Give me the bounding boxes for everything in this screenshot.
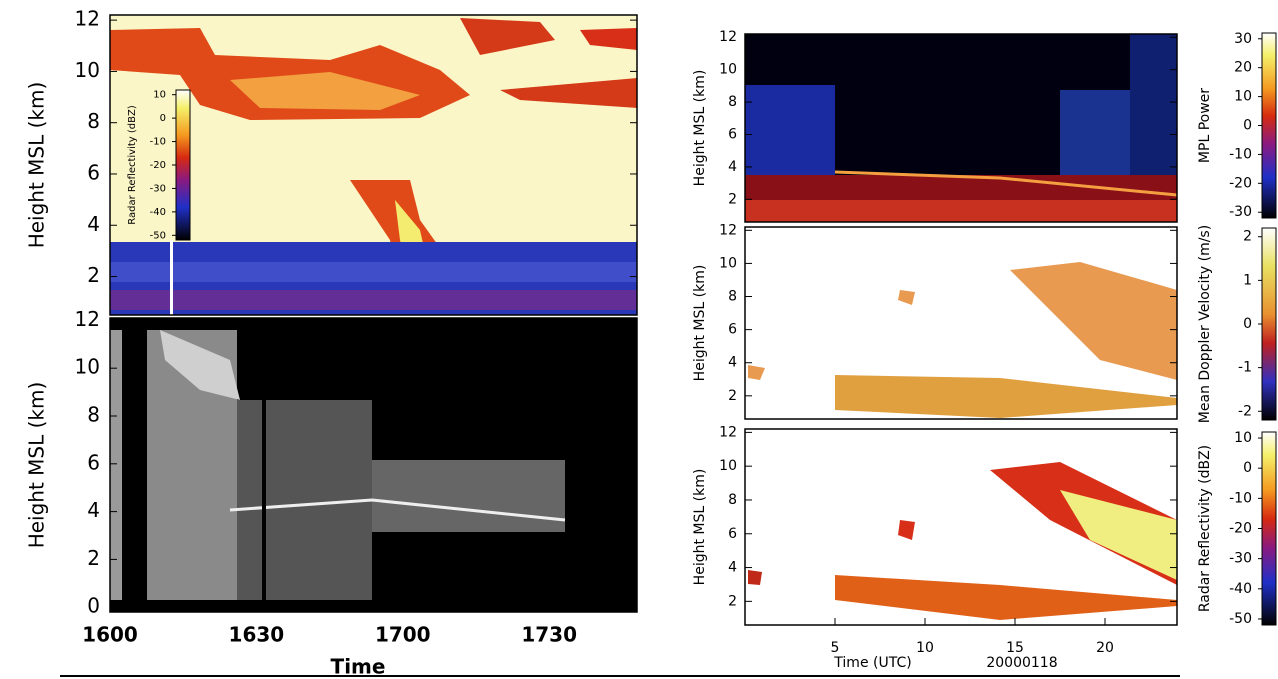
y-tick-label: 2 [728,388,737,404]
colorbar-label: Radar Reflectivity (dBZ) [1197,445,1213,612]
colorbar-label: Radar Reflectivity (dBZ) [127,105,138,225]
colorbar-tick-label: 10 [153,90,166,101]
colorbar-tick-label: -40 [1229,581,1252,597]
y-tick-label: 12 [75,307,100,331]
x-tick-label: 1630 [229,623,285,647]
y-tick-label: 2 [87,263,100,287]
colorbar-tick-label: -20 [1229,175,1252,191]
x-tick-label: 15 [1006,640,1024,656]
colorbar [1261,32,1277,219]
y-tick-label: 10 [75,355,100,379]
plot-frame [744,428,1178,626]
left-clip: 1600 1630 1700 1730 1800 [82,605,724,647]
y-tick-label: 12 [75,7,100,31]
colorbar-tick-label: -50 [1229,611,1252,627]
reflectivity-image [745,429,1177,625]
y-tick-label: 4 [87,212,100,236]
y-axis-label: Height MSL (km) [692,70,708,187]
colorbar-tick-label: 10 [1234,430,1252,446]
y-tick-label: 8 [87,403,100,427]
y-axis-label: Height MSL (km) [25,382,49,549]
colorbar-tick-label: 0 [1243,460,1252,476]
colorbar-tick-label: 0 [160,113,166,124]
y-tick-label: 10 [75,58,100,82]
y-tick-label: 10 [719,255,737,271]
x-tick-label: 5 [831,640,840,656]
colorbar [175,89,191,241]
colorbar-tick-label: -30 [150,183,166,194]
y-tick-label: 6 [728,526,737,542]
y-tick-label: 12 [719,222,737,238]
y-tick-label: 6 [728,126,737,142]
y-tick-label: 12 [719,424,737,440]
y-tick-label: 8 [728,94,737,110]
colorbar-tick-label: 2 [1243,229,1252,245]
y-tick-label: 2 [728,191,737,207]
radar-image [110,15,637,315]
colorbar-tick-label: -10 [1229,490,1252,506]
y-tick-label: 2 [87,546,100,570]
colorbar-label: Mean Doppler Velocity (m/s) [1197,225,1213,423]
y-tick-label: 4 [87,498,100,522]
y-tick-label: 8 [87,109,100,133]
x-tick-label: 20 [1096,640,1114,656]
y-tick-label: 4 [728,355,737,371]
colorbar-tick-label: 1 [1243,272,1252,288]
y-tick-label: 2 [728,593,737,609]
y-tick-label: 8 [728,289,737,305]
colorbar-tick-label: -2 [1238,403,1252,419]
colorbar-tick-label: -20 [1229,521,1252,537]
colorbar-tick-label: -20 [150,160,166,171]
y-tick-label: 4 [728,560,737,576]
colorbar-tick-label: 10 [1234,89,1252,105]
y-axis-label: Height MSL (km) [692,265,708,382]
x-tick-label: 1800 [668,623,724,647]
colorbar-tick-label: -10 [150,137,166,148]
x-tick-label: 1700 [375,623,431,647]
colorbar-tick-label: -10 [1229,146,1252,162]
y-tick-label: 12 [719,29,737,45]
lidar-image [110,318,637,612]
y-tick-label: 10 [719,62,737,78]
y-tick-label: 0 [87,594,100,618]
y-tick-label: 6 [87,450,100,474]
colorbar-label: MPL Power [1197,88,1213,163]
y-tick-label: 10 [719,458,737,474]
colorbar [1261,227,1277,421]
colorbar-tick-label: -30 [1229,551,1252,567]
colorbar-tick-label: -1 [1238,360,1252,376]
colorbar-tick-label: 0 [1243,118,1252,134]
plot-frame [109,317,638,613]
y-axis-label: Height MSL (km) [25,82,49,249]
x-axis-label: Time [331,655,386,679]
x-tick-label: 1600 [82,623,138,647]
colorbar [1261,431,1277,626]
colorbar-tick-label: -50 [150,230,166,241]
colorbar-tick-label: -40 [150,207,166,218]
x-axis-label: Time (UTC) [833,655,911,671]
y-axis-label: Height MSL (km) [692,469,708,586]
colorbar-tick-label: 0 [1243,316,1252,332]
date-label: 20000118 [986,655,1057,671]
mpl-image [745,34,1178,222]
y-tick-label: 6 [728,322,737,338]
plot-frame [744,226,1178,420]
y-tick-label: 4 [728,159,737,175]
colorbar-tick-label: 30 [1234,31,1252,47]
x-tick-label: 1730 [521,623,577,647]
plot-frame [744,33,1178,223]
doppler-image [745,227,1177,419]
colorbar-tick-label: 20 [1234,60,1252,76]
x-tick-label: 10 [916,640,934,656]
plot-frame [109,14,638,316]
colorbar-tick-label: -30 [1229,204,1252,220]
y-tick-label: 8 [728,492,737,508]
y-tick-label: 6 [87,160,100,184]
